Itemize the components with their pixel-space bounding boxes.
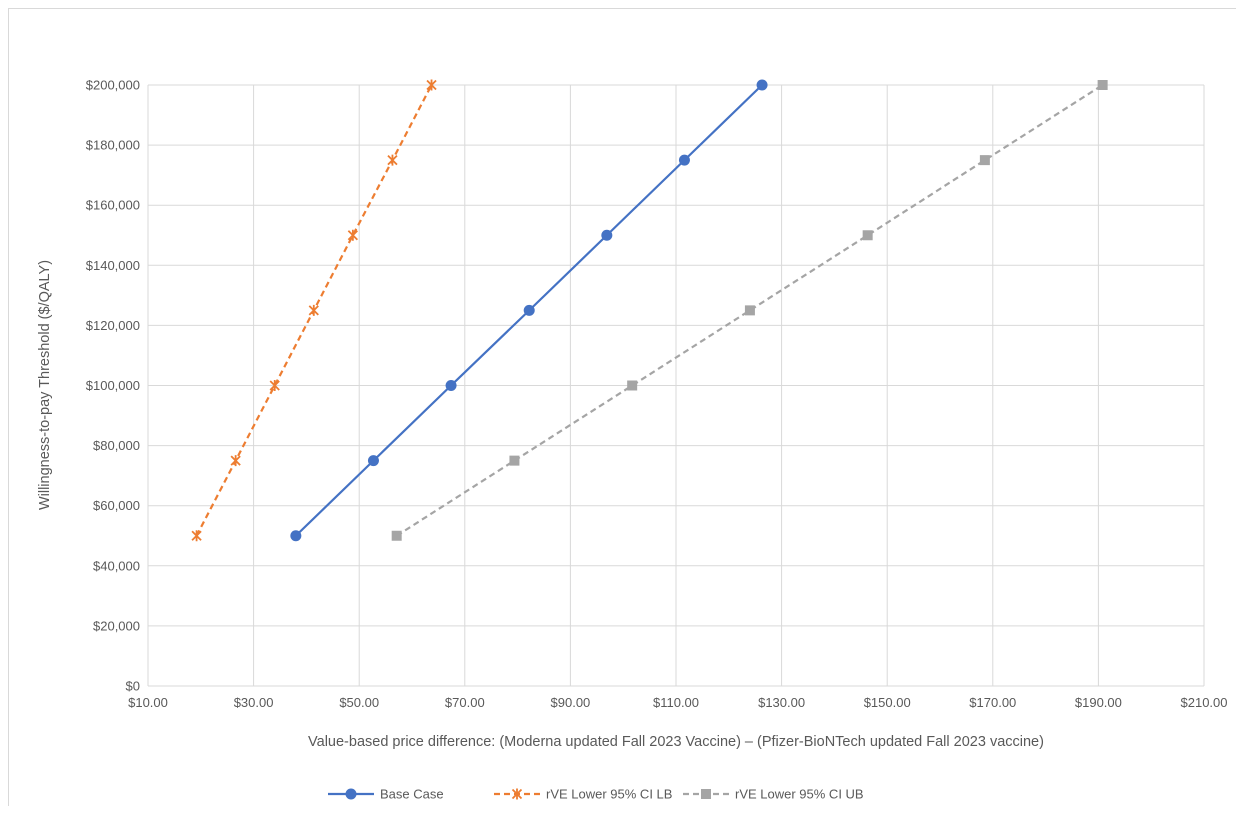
x-tick-label: $150.00	[864, 695, 911, 710]
data-point	[523, 304, 535, 316]
series-2	[191, 79, 437, 542]
legend-item-2: rVE Lower 95% CI LB	[494, 787, 672, 802]
x-tick-label: $70.00	[445, 695, 485, 710]
y-tick-label: $100,000	[86, 378, 140, 393]
legend-label: rVE Lower 95% CI UB	[735, 787, 864, 802]
data-point	[308, 304, 319, 316]
data-point	[269, 380, 280, 391]
legend: Base Case rVE Lower 95% CI LB rVE Lower 95…	[328, 787, 864, 802]
x-tick-label: $170.00	[969, 695, 1016, 710]
tick-labels: $0 $20,000 $40,000 $60,000 $80,000 $100,000 $1…	[86, 78, 1228, 711]
legend-item-3: rVE Lower 95% CI UB	[683, 787, 864, 802]
data-point	[367, 455, 379, 467]
legend-item-1: Base Case	[328, 787, 444, 802]
data-point	[230, 455, 241, 467]
y-tick-label: $0	[126, 679, 140, 694]
y-tick-label: $20,000	[93, 618, 140, 633]
data-point	[979, 155, 990, 166]
x-tick-label: $190.00	[1075, 695, 1122, 710]
series-1	[290, 79, 768, 542]
data-point	[347, 229, 359, 241]
data-point	[627, 380, 638, 391]
x-tick-label: $50.00	[339, 695, 379, 710]
data-point	[509, 455, 520, 466]
chart-frame	[8, 8, 1236, 806]
data-point	[191, 530, 202, 542]
x-tick-label: $90.00	[551, 695, 591, 710]
y-tick-label: $40,000	[93, 558, 140, 573]
legend-marker	[701, 789, 711, 799]
legend-marker	[511, 788, 523, 800]
x-tick-label: $10.00	[128, 695, 168, 710]
data-point	[744, 305, 755, 316]
data-point	[445, 380, 457, 391]
y-tick-label: $140,000	[86, 258, 140, 273]
data-point	[678, 154, 690, 166]
data-point	[426, 79, 437, 91]
legend-label: rVE Lower 95% CI LB	[546, 787, 672, 802]
x-tick-label: $210.00	[1181, 695, 1228, 710]
y-axis-title: Willingness-to-pay Threshold ($/QALY)	[37, 260, 53, 510]
x-tick-label: $130.00	[758, 695, 805, 710]
data-point	[862, 230, 873, 241]
data-point	[1097, 80, 1108, 90]
y-tick-label: $80,000	[93, 438, 140, 453]
x-tick-label: $110.00	[653, 695, 699, 710]
y-tick-label: $160,000	[86, 198, 140, 213]
grid	[147, 84, 1205, 687]
data-point	[391, 530, 402, 541]
y-tick-label: $60,000	[93, 498, 140, 513]
data-point	[601, 229, 613, 241]
x-axis-title: Value-based price difference: (Moderna u…	[308, 734, 1044, 750]
series	[191, 79, 1108, 542]
x-tick-label: $30.00	[234, 695, 274, 710]
y-tick-label: $180,000	[86, 138, 140, 153]
data-point	[290, 530, 302, 542]
y-tick-label: $200,000	[86, 78, 140, 93]
data-point	[387, 154, 398, 166]
series-3	[391, 80, 1108, 541]
legend-marker	[345, 788, 357, 800]
legend-label: Base Case	[380, 787, 444, 802]
data-point	[756, 79, 768, 91]
y-tick-label: $120,000	[86, 318, 140, 333]
